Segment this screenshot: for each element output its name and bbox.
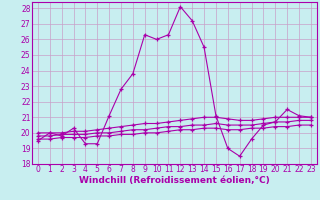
X-axis label: Windchill (Refroidissement éolien,°C): Windchill (Refroidissement éolien,°C)	[79, 176, 270, 185]
